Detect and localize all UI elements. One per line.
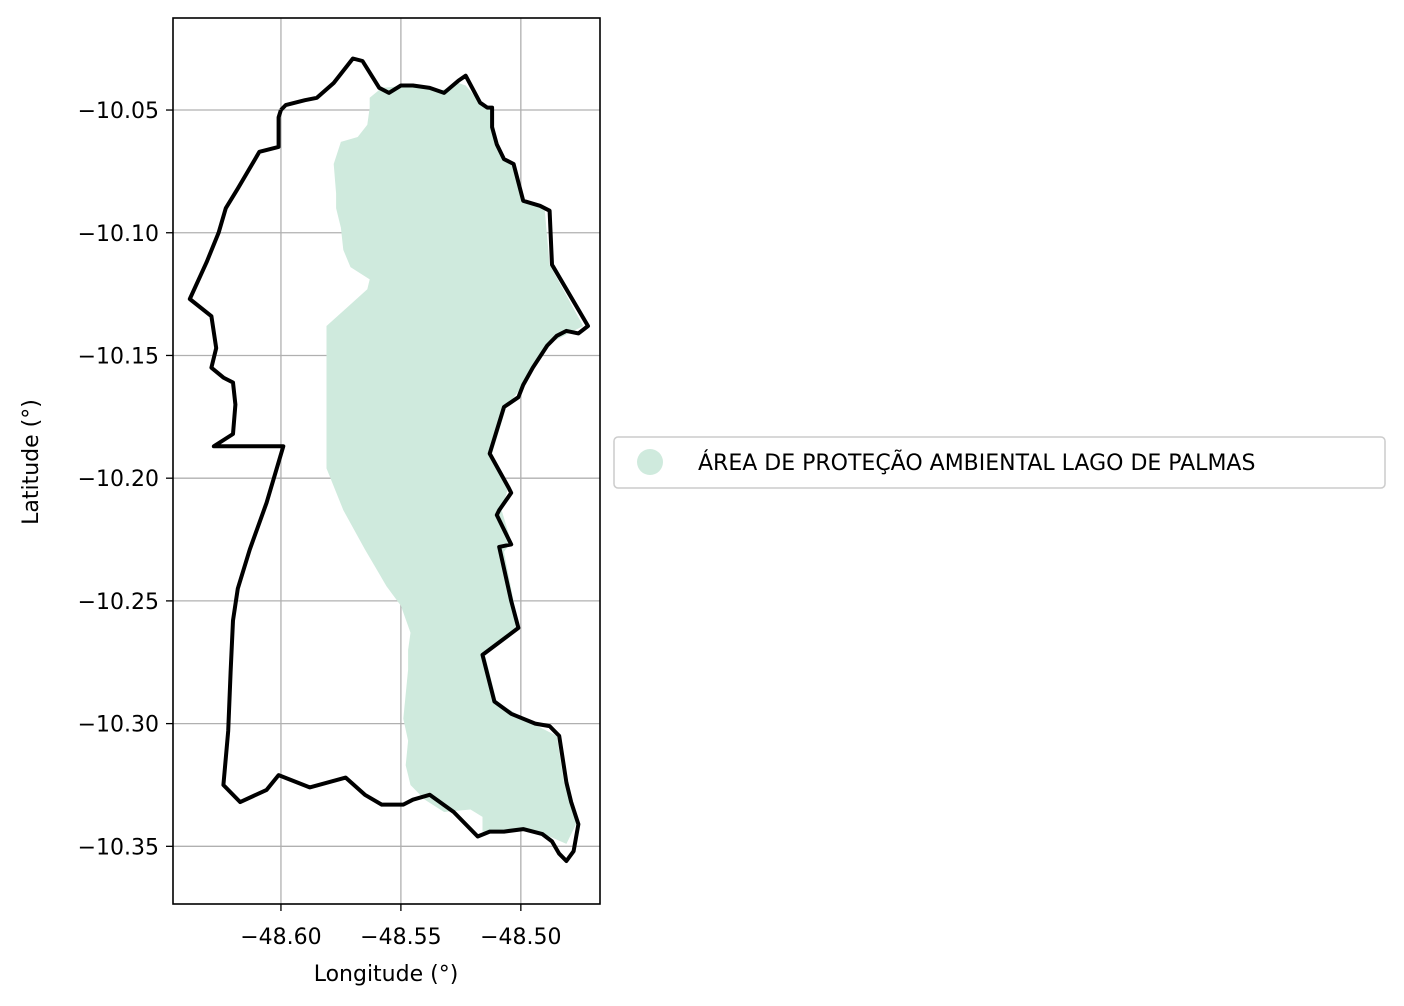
legend-marker-protected-area bbox=[637, 449, 663, 475]
map-plot-area bbox=[172, 17, 601, 905]
y-axis-ticks: −10.05 −10.10 −10.15 −10.20 −10.25 −10.30 −10.… bbox=[78, 99, 173, 860]
y-axis-label: Latitude (°) bbox=[19, 399, 44, 525]
y-tick-label-0: −10.05 bbox=[78, 99, 159, 124]
legend: ÁREA DE PROTEÇÃO AMBIENTAL LAGO DE PALMA… bbox=[613, 436, 1386, 489]
x-tick-label-0: −48.60 bbox=[240, 925, 321, 950]
municipality-boundary-line bbox=[187, 56, 590, 863]
y-tick-label-1: −10.10 bbox=[78, 222, 159, 247]
x-axis-label: Longitude (°) bbox=[314, 962, 459, 987]
x-tick-label-1: −48.55 bbox=[360, 925, 441, 950]
plot-frame bbox=[172, 17, 601, 905]
x-tick-label-2: −48.50 bbox=[480, 925, 561, 950]
y-tick-label-6: −10.35 bbox=[78, 835, 159, 860]
protected-area-polygon[interactable] bbox=[326, 83, 584, 844]
x-axis-ticks: −48.60 −48.55 −48.50 bbox=[240, 904, 562, 950]
y-tick-label-3: −10.20 bbox=[78, 467, 159, 492]
legend-label-protected-area: ÁREA DE PROTEÇÃO AMBIENTAL LAGO DE PALMA… bbox=[698, 449, 1255, 476]
legend-frame bbox=[613, 436, 1386, 489]
y-tick-label-5: −10.30 bbox=[78, 713, 159, 738]
y-tick-label-2: −10.15 bbox=[78, 344, 159, 369]
y-tick-label-4: −10.25 bbox=[78, 590, 159, 615]
